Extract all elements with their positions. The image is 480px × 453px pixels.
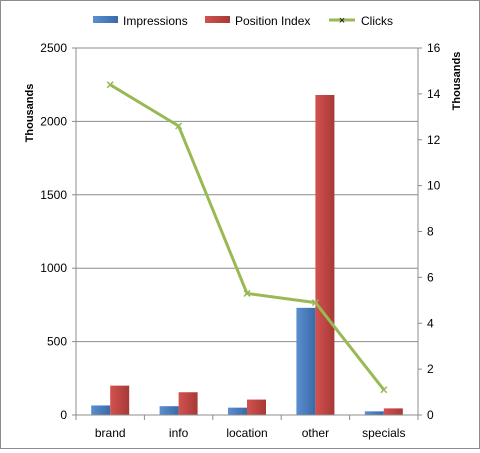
- gridlines: [76, 47, 418, 343]
- right-tick-label: 0: [427, 408, 434, 422]
- category-label-brand: brand: [95, 426, 126, 440]
- right-axis-title: Thousands: [451, 52, 463, 111]
- right-tick-label: 14: [427, 87, 441, 101]
- left-tick-label: 0: [60, 408, 67, 422]
- bar-position-index-location: [247, 399, 266, 415]
- clicks-line-series: [106, 81, 388, 394]
- left-tick-labels: 0 500 1000 1500 2000 2500: [40, 41, 67, 422]
- legend: Impressions Position Index × Clicks: [93, 14, 393, 28]
- bar-impressions-specials: [364, 411, 384, 415]
- clicks-point-other: [311, 299, 319, 307]
- category-label-specials: specials: [362, 426, 405, 440]
- left-tick-label: 500: [47, 335, 67, 349]
- bar-impressions-location: [228, 407, 247, 415]
- right-tick-labels: 0 2 4 6 8 10 12 14 16: [427, 41, 441, 422]
- legend-swatch-impressions: [93, 16, 118, 23]
- legend-label-clicks: Clicks: [361, 14, 393, 28]
- bar-position-index-other: [315, 94, 335, 415]
- left-axis-title: Thousands: [24, 84, 36, 143]
- bar-impressions-brand: [91, 405, 111, 415]
- bar-position-index-brand: [110, 385, 130, 415]
- bar-impressions-info: [159, 406, 179, 415]
- bar-position-index-info: [178, 392, 198, 415]
- legend-swatch-position-index: [205, 16, 230, 23]
- category-label-info: info: [169, 426, 189, 440]
- clicks-point-location: [243, 289, 251, 297]
- right-tick-label: 6: [427, 270, 434, 284]
- bars: [91, 94, 403, 415]
- bar-impressions-other: [296, 307, 316, 415]
- legend-label-impressions: Impressions: [123, 14, 188, 28]
- category-label-location: location: [226, 426, 267, 440]
- right-tick-label: 12: [427, 133, 441, 147]
- category-labels: brand info location other specials: [95, 426, 406, 440]
- left-tick-label: 2000: [40, 114, 67, 128]
- legend-label-position-index: Position Index: [235, 14, 310, 28]
- left-tick-label: 1500: [40, 188, 67, 202]
- bar-position-index-specials: [383, 408, 403, 415]
- right-tick-label: 16: [427, 41, 441, 55]
- left-tick-label: 2500: [40, 41, 67, 55]
- clicks-point-info: [175, 122, 183, 130]
- right-tick-label: 8: [427, 225, 434, 239]
- legend-marker-clicks: ×: [339, 15, 345, 27]
- right-tick-label: 2: [427, 362, 434, 376]
- left-tick-label: 1000: [40, 261, 67, 275]
- right-tick-label: 10: [427, 179, 441, 193]
- right-tick-label: 4: [427, 316, 434, 330]
- clicks-point-brand: [106, 81, 114, 89]
- axes: [72, 47, 422, 420]
- clicks-point-specials: [380, 386, 388, 394]
- category-label-other: other: [302, 426, 329, 440]
- clicks-line: [109, 83, 385, 391]
